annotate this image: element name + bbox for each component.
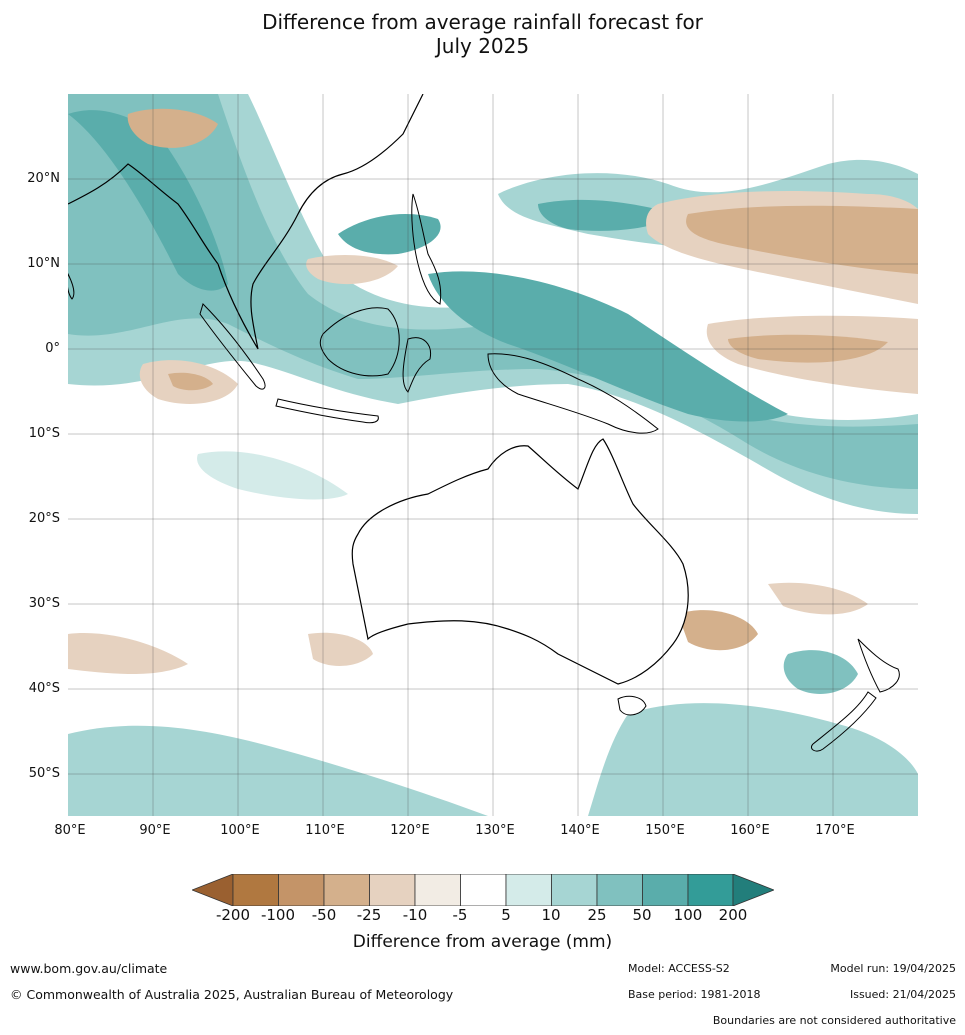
issued-date: Issued: 21/04/2025: [849, 988, 956, 1001]
tasmania: [617, 695, 647, 716]
wet-band-strong: [68, 110, 228, 291]
website-link[interactable]: www.bom.gov.au/climate: [10, 961, 168, 976]
title-line-1: Difference from average rainfall forecas…: [262, 10, 703, 34]
dry-pacific-eq-core: [728, 334, 888, 363]
colorbar-tick-3: -25: [356, 906, 382, 924]
model-name: Model: ACCESS-S2: [628, 962, 730, 975]
boundaries-note: Boundaries are not considered authoritat…: [712, 1014, 956, 1027]
lat-label-30s: 30°S: [28, 596, 60, 611]
dry-anomaly-regions: [68, 108, 918, 674]
colorbar-swatch-12: [732, 874, 774, 906]
lon-label-140e: 140°E: [560, 823, 600, 838]
borneo-coastline: [319, 307, 400, 377]
java-coastline: [275, 398, 379, 424]
lat-label-equator: 0°: [45, 341, 60, 356]
dry-south-aus: [308, 632, 373, 666]
rainfall-map: [68, 94, 918, 816]
colorbar-swatch-2: [278, 874, 325, 906]
lat-label-10s: 10°S: [28, 426, 60, 441]
colorbar-swatch-9: [596, 874, 643, 906]
colorbar-tick-11: 200: [718, 906, 748, 924]
lon-label-100e: 100°E: [220, 823, 260, 838]
colorbar-swatch-3: [323, 874, 370, 906]
wet-indian-patch: [197, 451, 348, 500]
colorbar-swatch-10: [642, 874, 689, 906]
colorbar-swatch-7: [505, 874, 552, 906]
colorbar-tick-9: 50: [632, 906, 652, 924]
colorbar: [192, 874, 774, 906]
lon-label-130e: 130°E: [475, 823, 515, 838]
lon-label-150e: 150°E: [645, 823, 685, 838]
wet-southern-ocean-1: [68, 725, 488, 816]
colorbar-swatch-4: [369, 874, 416, 906]
asia-coastline: [68, 94, 424, 350]
colorbar-swatch-8: [551, 874, 598, 906]
colorbar-label: Difference from average (mm): [352, 932, 613, 952]
lon-label-110e: 110°E: [305, 823, 345, 838]
colorbar-tick-10: 100: [673, 906, 703, 924]
dry-southern-west: [68, 633, 188, 674]
graticule: [68, 94, 918, 816]
lon-label-90e: 90°E: [139, 823, 171, 838]
colorbar-swatch-6: [460, 874, 507, 906]
wet-indonesia-core: [428, 271, 788, 422]
copyright-text: © Commonwealth of Australia 2025, Austra…: [10, 987, 454, 1002]
colorbar-swatch-11: [687, 874, 734, 906]
lat-label-40s: 40°S: [28, 681, 60, 696]
dry-south-pacific: [768, 582, 868, 615]
lat-label-10n: 10°N: [27, 256, 60, 271]
wet-southern-ocean-2: [588, 703, 918, 816]
lon-label-80e: 80°E: [54, 823, 86, 838]
lon-label-160e: 160°E: [730, 823, 770, 838]
wet-tasman: [783, 650, 858, 694]
lat-label-50s: 50°S: [28, 766, 60, 781]
dry-tasman-north: [678, 610, 758, 651]
colorbar-swatch-1: [232, 874, 279, 906]
lon-label-170e: 170°E: [815, 823, 855, 838]
map-canvas: [68, 94, 918, 816]
dry-pacific-north-core: [686, 205, 918, 274]
colorbar-tick-1: -100: [260, 906, 296, 924]
colorbar-tick-5: -5: [452, 906, 468, 924]
sri-lanka-coastline: [68, 272, 75, 300]
base-period: Base period: 1981-2018: [628, 988, 761, 1001]
title-line-2: July 2025: [435, 34, 530, 58]
philippines-coastline: [411, 193, 442, 305]
colorbar-tick-0: -200: [215, 906, 251, 924]
colorbar-tick-2: -50: [311, 906, 337, 924]
new-zealand-south: [810, 691, 877, 752]
australia-landmass: [351, 438, 689, 685]
colorbar-swatch-0: [192, 874, 234, 906]
model-run-date: Model run: 19/04/2025: [830, 962, 956, 975]
dry-china: [127, 108, 218, 148]
wet-scs: [338, 214, 441, 255]
wet-north-pacific-mid: [538, 199, 678, 231]
sumatra-coastline: [199, 303, 266, 390]
dry-indian-core: [168, 372, 213, 391]
new-guinea-coastline: [487, 353, 659, 434]
lon-label-120e: 120°E: [390, 823, 430, 838]
new-zealand-north: [857, 638, 900, 693]
colorbar-tick-8: 25: [587, 906, 607, 924]
dry-scs-patch: [306, 254, 398, 285]
colorbar-tick-6: 5: [501, 906, 511, 924]
map-title: Difference from average rainfall forecas…: [0, 10, 965, 58]
sulawesi-coastline: [402, 337, 432, 393]
colorbar-tick-4: -10: [402, 906, 428, 924]
colorbar-swatch-5: [414, 874, 461, 906]
lat-label-20n: 20°N: [27, 171, 60, 186]
lat-label-20s: 20°S: [28, 511, 60, 526]
colorbar-tick-7: 10: [541, 906, 561, 924]
